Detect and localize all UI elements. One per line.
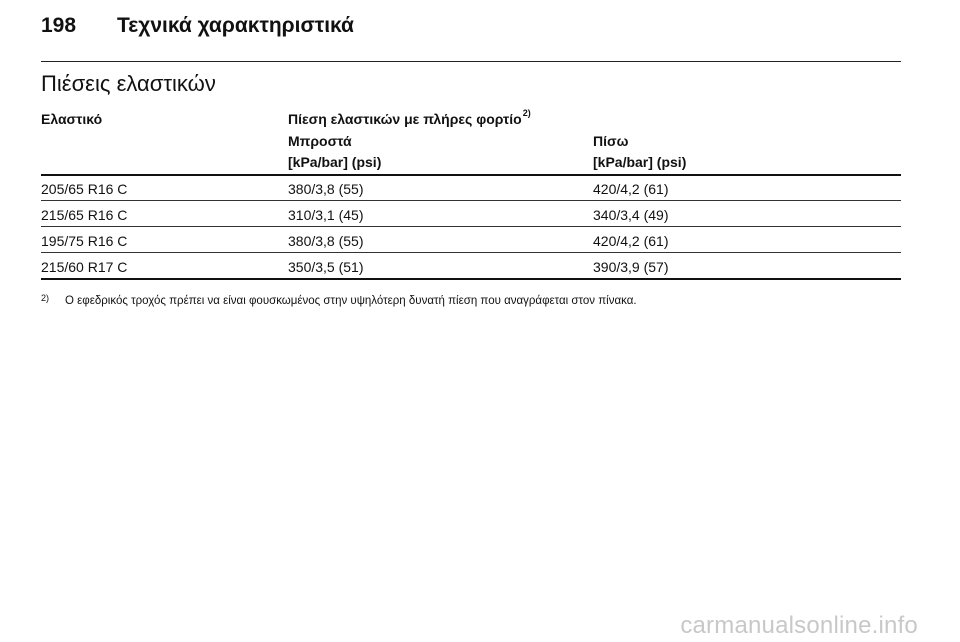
page-number: 198 — [41, 14, 77, 37]
row-divider — [41, 226, 901, 227]
row-divider — [41, 200, 901, 201]
page-header: 198 Τεχνικά χαρακτηριστικά — [41, 14, 901, 48]
row-3-front: 380/3,8 (55) — [288, 233, 364, 249]
header-rule — [41, 61, 901, 62]
row-2-rear: 340/3,4 (49) — [593, 207, 669, 223]
header-rear: Πίσω — [593, 133, 629, 149]
row-1-front: 380/3,8 (55) — [288, 181, 364, 197]
header-front-unit: [kPa/bar] (psi) — [288, 154, 382, 170]
section-title: Πιέσεις ελαστικών — [41, 71, 216, 96]
row-2-tyre: 215/65 R16 C — [41, 207, 128, 223]
table-header-rule — [41, 174, 901, 176]
row-1-tyre: 205/65 R16 C — [41, 181, 128, 197]
footnote-ref: 2) — [522, 108, 531, 118]
row-divider — [41, 252, 901, 253]
header-pressure: Πίεση ελαστικών με πλήρες φορτίο2) — [288, 108, 531, 127]
header-pressure-label: Πίεση ελαστικών με πλήρες φορτίο — [288, 111, 522, 127]
row-2-front: 310/3,1 (45) — [288, 207, 364, 223]
table-bottom-rule — [41, 278, 901, 280]
header-rear-unit: [kPa/bar] (psi) — [593, 154, 687, 170]
row-1-rear: 420/4,2 (61) — [593, 181, 669, 197]
row-4-front: 350/3,5 (51) — [288, 259, 364, 275]
header-front: Μπροστά — [288, 133, 352, 149]
row-4-rear: 390/3,9 (57) — [593, 259, 669, 275]
row-3-rear: 420/4,2 (61) — [593, 233, 669, 249]
footnote-text: Ο εφεδρικός τροχός πρέπει να είναι φουσκ… — [65, 295, 637, 307]
row-3-tyre: 195/75 R16 C — [41, 233, 128, 249]
footnote-mark: 2) — [41, 293, 50, 303]
row-4-tyre: 215/60 R17 C — [41, 259, 128, 275]
watermark: carmanualsonline.info — [680, 612, 918, 639]
header-tyre: Ελαστικό — [41, 111, 103, 127]
chapter-title: Τεχνικά χαρακτηριστικά — [117, 14, 354, 37]
